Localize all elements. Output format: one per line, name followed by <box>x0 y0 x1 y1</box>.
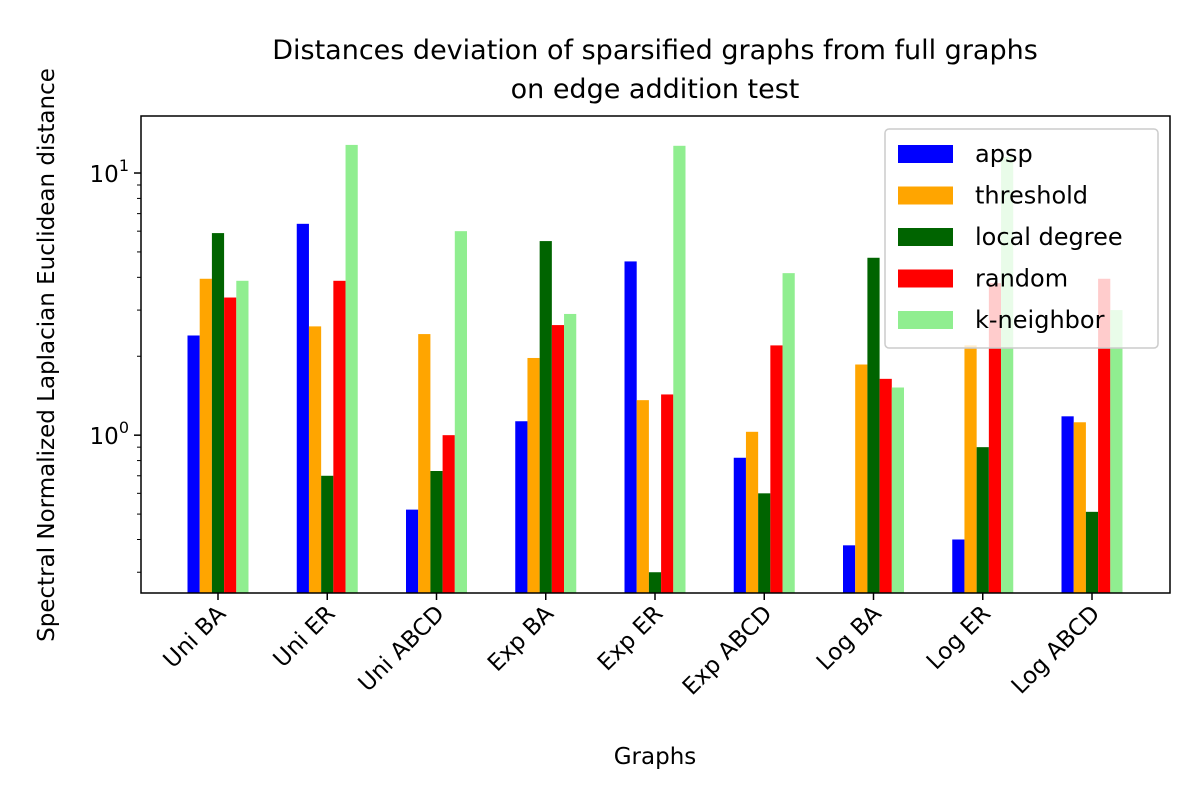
bar-random-log-ba <box>879 378 892 593</box>
bar-threshold-log-ba <box>855 364 868 593</box>
x-tick-label: Uni BA <box>159 601 232 674</box>
bar-apsp-uni-ba <box>187 335 200 593</box>
bar-local-degree-log-ba <box>867 257 880 593</box>
bar-random-exp-ba <box>551 325 565 593</box>
y-axis-label: Spectral Normalized Laplacian Euclidean … <box>34 68 60 642</box>
bar-random-exp-abcd <box>770 345 783 593</box>
x-axis-label: Graphs <box>614 744 697 770</box>
bar-k-neighbor-exp-er <box>673 145 686 594</box>
bar-apsp-log-er <box>952 539 965 593</box>
bar-apsp-exp-er <box>624 261 637 593</box>
x-tick-label: Log BA <box>812 601 887 676</box>
y-axis: 100 101 <box>90 156 141 573</box>
bar-threshold-log-abcd <box>1073 422 1086 593</box>
bar-apsp-uni-abcd <box>406 509 419 593</box>
bar-local-degree-log-er <box>976 447 989 593</box>
bar-k-neighbor-uni-abcd <box>454 231 467 594</box>
bar-threshold-exp-er <box>636 400 649 593</box>
legend-swatch-threshold <box>898 186 953 205</box>
x-tick-label: Uni ER <box>269 601 341 673</box>
bar-apsp-uni-er <box>296 223 309 593</box>
legend-swatch-apsp <box>898 145 953 163</box>
legend-label-k-neighbor: k-neighbor <box>975 306 1105 334</box>
bar-k-neighbor-uni-ba <box>236 280 249 593</box>
bar-k-neighbor-log-abcd <box>1110 310 1123 593</box>
bar-random-uni-abcd <box>442 435 455 593</box>
legend-swatch-random <box>898 269 953 288</box>
bar-threshold-exp-abcd <box>745 431 759 593</box>
bar-threshold-log-er <box>964 345 977 593</box>
bar-threshold-uni-ba <box>199 278 212 593</box>
bar-apsp-log-abcd <box>1061 416 1074 593</box>
legend: apsp threshold local degree random k-neighbo… <box>884 128 1159 349</box>
bar-k-neighbor-log-ba <box>891 387 904 593</box>
bar-local-degree-exp-ba <box>539 241 552 593</box>
x-tick-label: Exp BA <box>483 601 559 677</box>
bar-threshold-uni-abcd <box>418 334 431 593</box>
legend-swatch-local-degree <box>898 228 953 246</box>
chart-subtitle: on edge addition test <box>511 74 800 105</box>
legend-label-threshold: threshold <box>975 182 1088 210</box>
bar-local-degree-uni-er <box>321 475 334 593</box>
bar-apsp-exp-ba <box>515 421 528 593</box>
bar-threshold-exp-ba <box>527 357 540 593</box>
legend-label-random: random <box>975 265 1068 293</box>
y-tick-label: 101 <box>90 156 129 188</box>
bar-random-log-abcd <box>1098 278 1111 593</box>
legend-swatch-k-neighbor <box>898 311 953 329</box>
legend-label-local-degree: local degree <box>975 223 1123 251</box>
x-tick-label: Exp ABCD <box>678 601 778 701</box>
x-tick-label: Log ER <box>922 601 996 675</box>
bar-apsp-exp-abcd <box>733 457 746 593</box>
plot-frame <box>140 115 1171 594</box>
bar-k-neighbor-exp-ba <box>564 313 577 593</box>
bar-threshold-uni-er <box>308 326 322 593</box>
bars-group <box>187 144 1123 594</box>
legend-box <box>884 128 1159 349</box>
bar-local-degree-uni-abcd <box>430 471 443 593</box>
bar-random-uni-ba <box>224 297 237 593</box>
bar-local-degree-log-abcd <box>1085 511 1099 593</box>
x-tick-label: Uni ABCD <box>354 601 450 697</box>
bar-random-log-er <box>988 283 1002 593</box>
legend-label-apsp: apsp <box>975 140 1033 168</box>
x-axis: Uni BA Uni ER Uni ABCD Exp BA Exp ER Exp ABCD… <box>159 593 1105 701</box>
bar-k-neighbor-exp-abcd <box>782 273 795 593</box>
bar-local-degree-exp-abcd <box>758 493 771 593</box>
bar-apsp-log-ba <box>843 545 856 593</box>
y-tick-label: 100 <box>90 418 129 450</box>
bar-local-degree-uni-ba <box>211 233 225 593</box>
bar-random-exp-er <box>661 394 674 593</box>
x-tick-label: Exp ER <box>593 601 668 676</box>
x-tick-label: Log ABCD <box>1007 601 1105 699</box>
bar-local-degree-exp-er <box>648 572 662 593</box>
bar-random-uni-er <box>333 280 346 593</box>
chart-title: Distances deviation of sparsified graphs… <box>272 35 1038 66</box>
bar-k-neighbor-uni-er <box>345 144 358 593</box>
